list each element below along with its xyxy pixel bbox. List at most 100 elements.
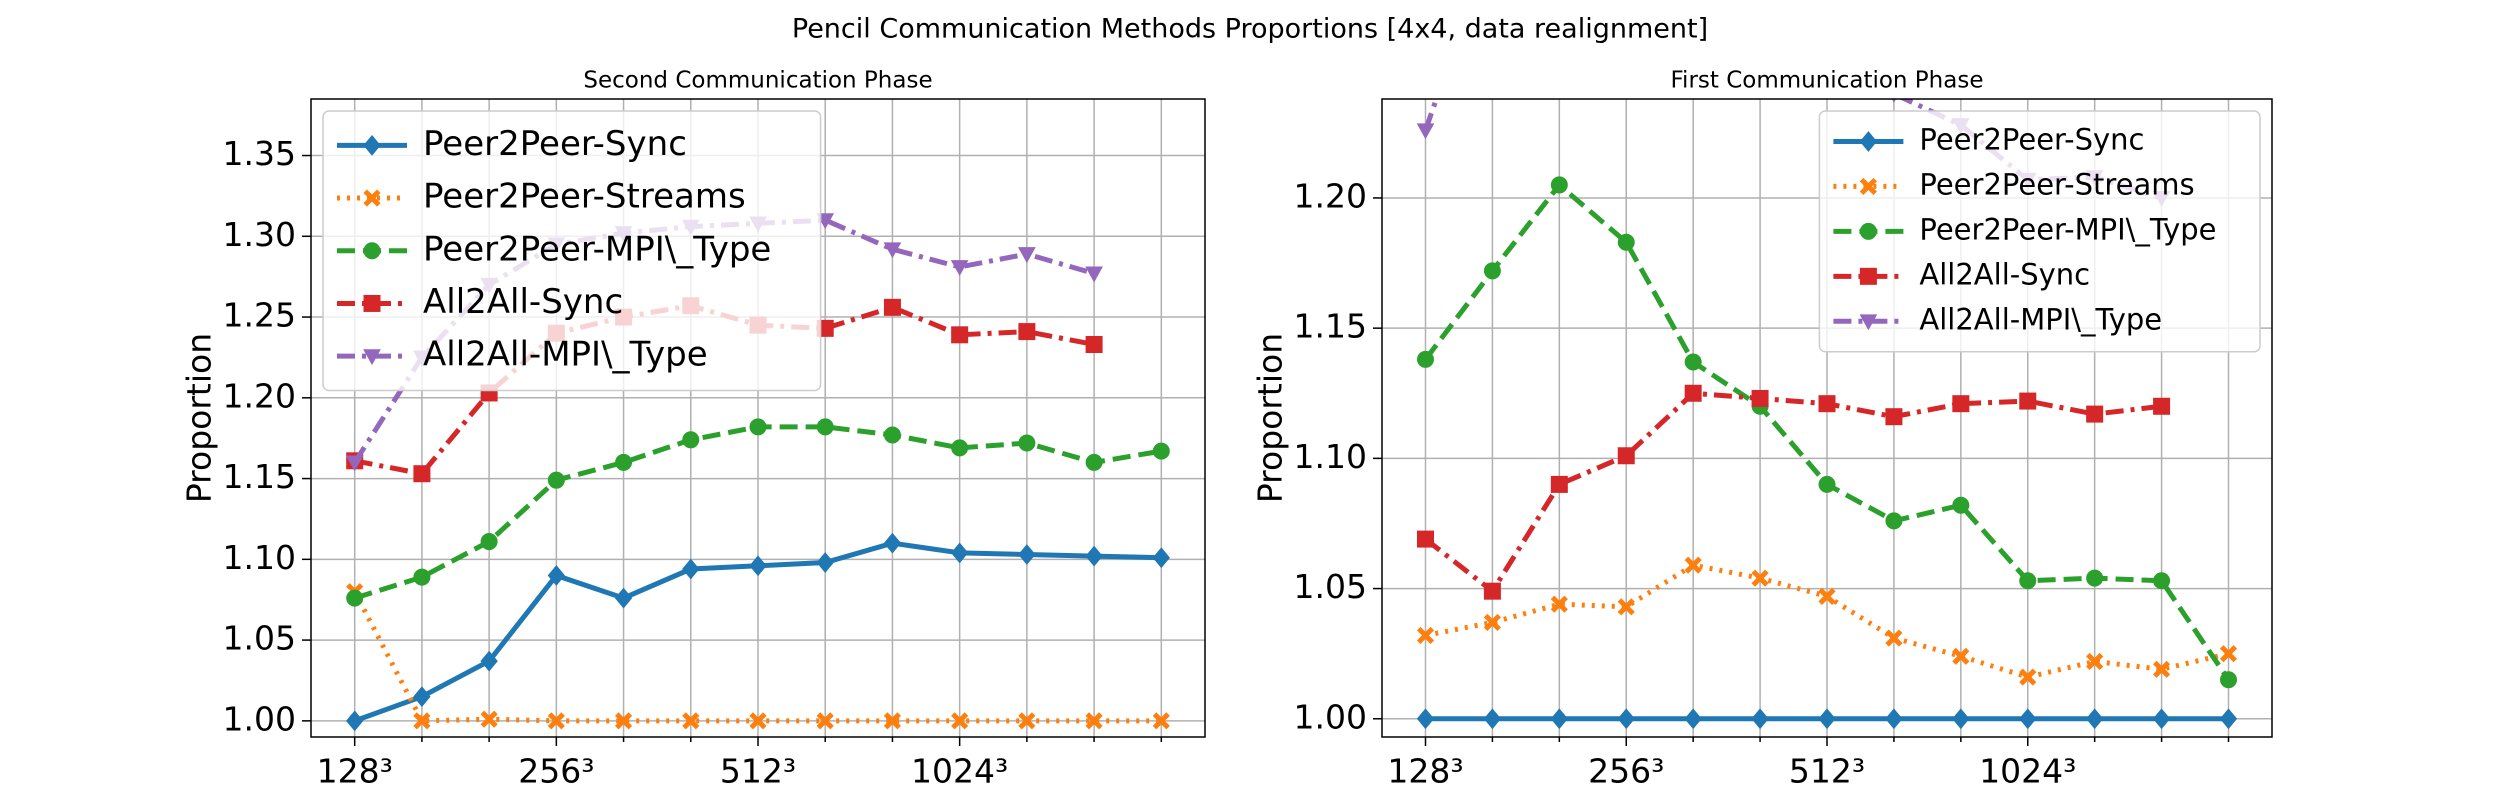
legend-marker (363, 349, 381, 366)
marker (1018, 323, 1036, 341)
y-axis-label: Proportion (180, 333, 219, 503)
marker (345, 455, 364, 472)
x-tick-label: 256³ (1588, 752, 1664, 791)
marker (951, 542, 969, 564)
marker (1885, 708, 1903, 730)
marker (883, 712, 902, 730)
marker (1152, 547, 1170, 569)
marker (480, 533, 498, 551)
marker (480, 650, 498, 672)
marker (1818, 475, 1836, 493)
y-tick-label: 1.15 (1294, 307, 1367, 346)
legend-label: All2All-MPI\_Type (1919, 302, 2162, 336)
legend-marker (1859, 222, 1877, 240)
axes-frame (310, 98, 1206, 738)
marker (614, 712, 633, 730)
marker (1684, 708, 1702, 730)
y-tick-label: 1.00 (223, 699, 296, 738)
axes-title: First Communication Phase (1671, 68, 1984, 94)
marker (413, 712, 431, 730)
legend-box (322, 110, 822, 392)
marker (951, 326, 969, 344)
marker (1550, 475, 1568, 493)
marker (1885, 629, 1903, 647)
marker (1085, 712, 1103, 730)
legend-marker (363, 294, 381, 312)
marker (1684, 556, 1702, 574)
marker (1550, 595, 1568, 613)
x-tick-label: 128³ (317, 752, 393, 791)
marker (883, 298, 901, 316)
y-tick-label: 1.30 (223, 215, 296, 254)
marker (749, 418, 767, 436)
legend-label: All2All-MPI\_Type (423, 335, 708, 375)
y-axis-label: Proportion (1251, 333, 1290, 503)
marker (1818, 587, 1836, 605)
marker (1018, 544, 1036, 565)
marker (816, 552, 834, 573)
marker (2019, 668, 2037, 686)
marker (1617, 447, 1635, 465)
marker (682, 558, 700, 580)
marker (1018, 712, 1036, 730)
marker (2153, 572, 2171, 590)
marker (749, 712, 767, 730)
marker (547, 471, 565, 489)
marker (1617, 233, 1635, 251)
marker (2153, 397, 2171, 415)
marker (749, 555, 767, 577)
marker (2019, 392, 2037, 410)
marker (1483, 582, 1501, 600)
marker (883, 426, 901, 444)
marker (682, 431, 700, 449)
marker (1885, 408, 1903, 426)
legend-label: All2All-Sync (1919, 257, 2090, 291)
marker (2086, 708, 2104, 730)
marker (615, 453, 633, 471)
marker (346, 710, 364, 732)
legend-label: Peer2Peer-Streams (1919, 167, 2194, 201)
marker (883, 242, 902, 259)
y-tick-label: 1.10 (1294, 437, 1367, 476)
legend-marker (363, 134, 381, 156)
marker (2019, 708, 2037, 730)
marker (547, 565, 565, 586)
marker (2220, 671, 2238, 689)
marker (816, 418, 834, 436)
marker (413, 465, 431, 483)
series-line (1423, 390, 2162, 595)
x-tick-label: 1024³ (1979, 752, 2076, 791)
marker (682, 712, 700, 730)
marker (1416, 350, 1434, 368)
marker (1018, 247, 1036, 264)
x-tick-label: 512³ (720, 752, 796, 791)
marker (1085, 545, 1103, 567)
marker (1483, 613, 1501, 631)
marker (413, 686, 431, 708)
marker (2086, 405, 2104, 423)
marker (951, 439, 969, 457)
marker (547, 712, 565, 730)
figure-title: Pencil Communication Methods Proportions… (792, 14, 1708, 45)
marker (480, 710, 498, 728)
x-tick-label: 256³ (518, 752, 594, 791)
marker (2219, 645, 2238, 663)
legend-box (1818, 110, 2261, 353)
marker (1818, 708, 1836, 730)
y-tick-label: 1.25 (223, 296, 296, 335)
marker (1751, 708, 1769, 730)
marker (2219, 708, 2238, 730)
marker (2019, 572, 2037, 590)
marker (2152, 708, 2171, 730)
marker (1152, 442, 1170, 460)
y-tick-label: 1.05 (1294, 567, 1367, 606)
axes-frame (1381, 98, 2273, 738)
legend-label: Peer2Peer-MPI\_Type (423, 229, 771, 269)
marker (1684, 353, 1702, 371)
marker (1617, 708, 1635, 730)
marker (1483, 708, 1502, 730)
marker (1952, 395, 1970, 413)
marker (1085, 266, 1103, 283)
legend-marker (363, 242, 381, 260)
x-tick-label: 512³ (1789, 752, 1865, 791)
